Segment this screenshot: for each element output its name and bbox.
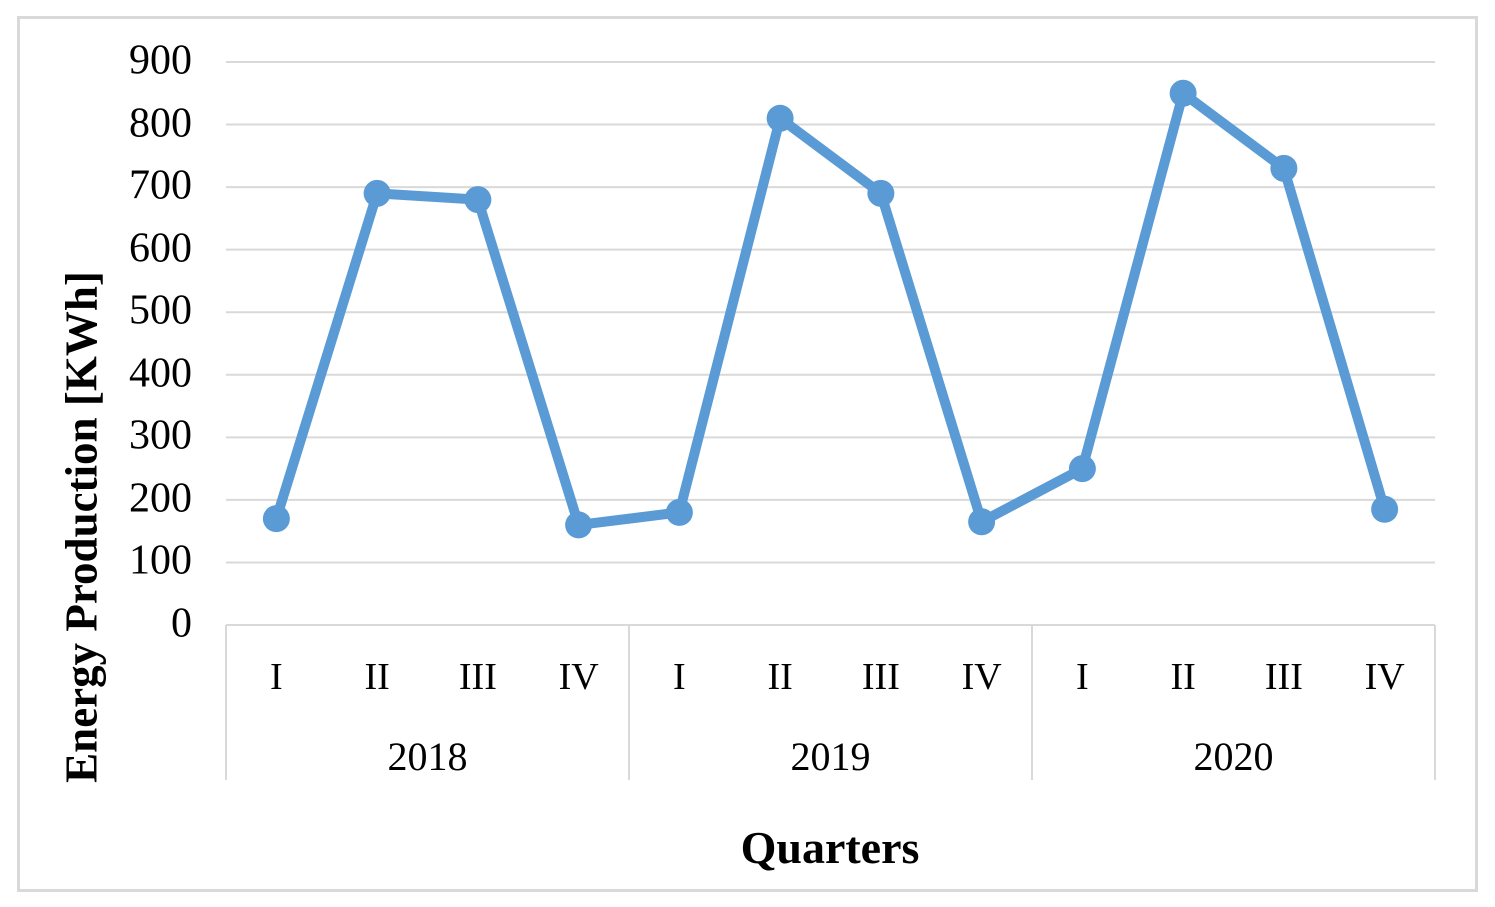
data-point-marker	[766, 104, 794, 132]
data-point-marker	[968, 508, 996, 536]
data-point-marker	[363, 179, 391, 207]
energy-production-line	[271, 88, 1390, 530]
data-point-marker	[1068, 455, 1096, 483]
data-point-marker	[1270, 154, 1298, 182]
data-point-marker	[262, 505, 290, 533]
data-point-marker	[1371, 495, 1399, 523]
y-axis-title: Energy Production [KWh]	[56, 271, 107, 783]
data-point-marker	[1169, 79, 1197, 107]
data-point-marker	[565, 511, 593, 539]
data-point-marker	[867, 179, 895, 207]
x-axis-title: Quarters	[740, 822, 920, 873]
data-point-marker	[665, 498, 693, 526]
data-point-marker	[464, 186, 492, 214]
